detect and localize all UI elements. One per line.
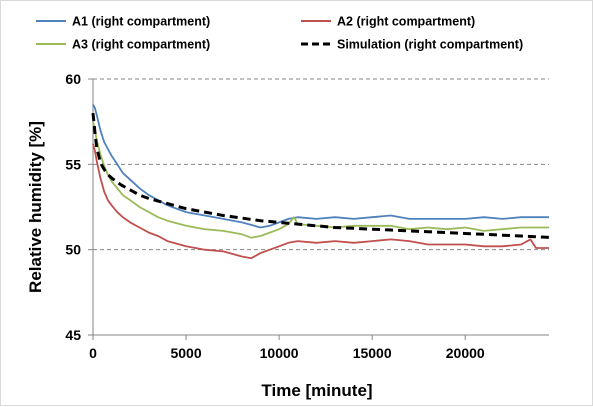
legend-label-simulation: Simulation (right compartment) (337, 38, 523, 52)
y-tick-label-55: 55 (65, 156, 81, 172)
y-tick-label-45: 45 (65, 327, 81, 343)
x-tick-label-5000: 5000 (170, 345, 201, 361)
y-tick-label-50: 50 (65, 242, 81, 258)
legend-label-a1: A1 (right compartment) (72, 15, 210, 29)
axes (88, 78, 549, 340)
x-tick-label-10000: 10000 (260, 345, 299, 361)
series-line-a3 (92, 121, 549, 239)
y-axis-title: Relative humidity [%] (26, 121, 45, 293)
legend-label-a3: A3 (right compartment) (72, 38, 210, 52)
grid-lines (93, 78, 549, 251)
x-tick-label-0: 0 (89, 345, 97, 361)
x-tick-label-20000: 20000 (446, 345, 485, 361)
series-line-simulation (91, 112, 550, 239)
series-line-a2 (92, 143, 549, 260)
tick-labels: 45 50 55 60 0 5000 10000 15000 20000 (65, 71, 484, 361)
legend-label-a2: A2 (right compartment) (337, 15, 475, 29)
x-axis-title: Time [minute] (261, 381, 372, 400)
x-tick-label-15000: 15000 (353, 345, 392, 361)
legend: A1 (right compartment) A2 (right compartm… (36, 15, 523, 52)
series-lines (91, 104, 550, 260)
series-line-a1 (92, 104, 549, 229)
y-tick-label-60: 60 (65, 71, 81, 87)
